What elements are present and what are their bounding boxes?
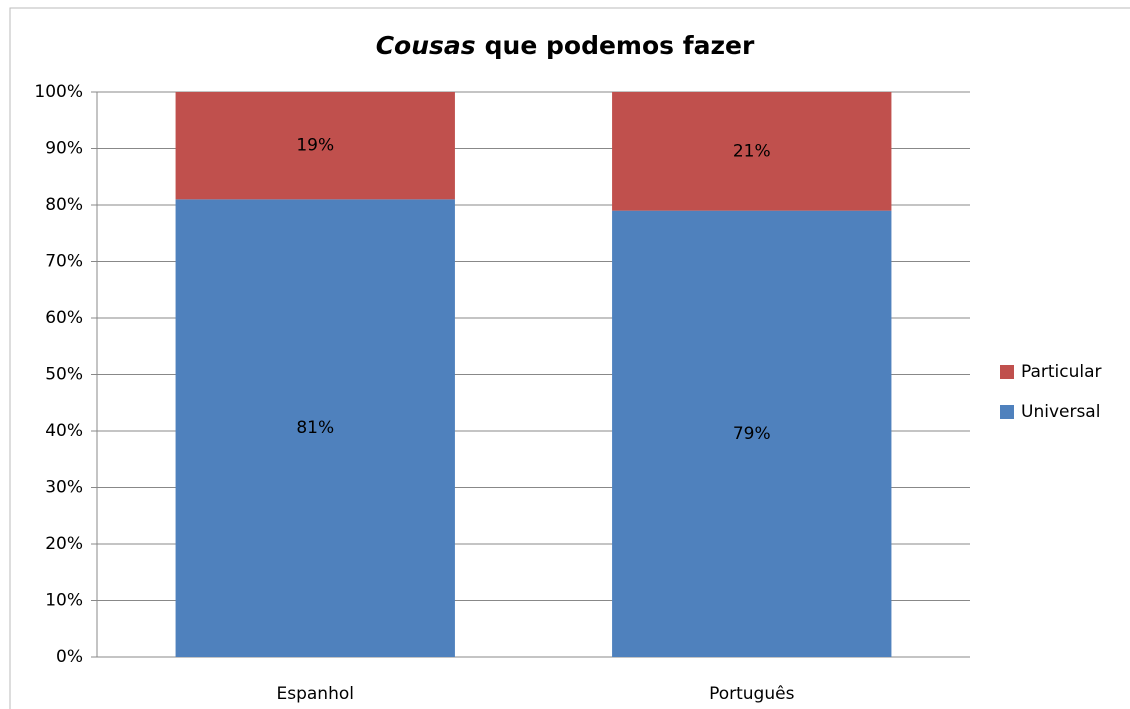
title-rest: que podemos fazer	[485, 31, 755, 60]
bar-segment	[175, 92, 455, 200]
x-tick-label: Espanhol	[277, 684, 354, 704]
y-tick-label: 80%	[45, 195, 83, 215]
x-tick-label: Português	[709, 684, 795, 704]
data-label: 21%	[733, 141, 771, 161]
y-tick-label: 30%	[45, 478, 83, 498]
data-label: 79%	[733, 424, 771, 444]
data-label: 81%	[296, 418, 334, 438]
y-tick-label: 90%	[45, 139, 83, 159]
y-tick-label: 100%	[34, 82, 83, 102]
legend-label: Universal	[1021, 402, 1100, 422]
legend-swatch	[1000, 405, 1014, 419]
y-tick-label: 10%	[45, 591, 83, 611]
y-tick-label: 70%	[45, 252, 83, 272]
y-tick-label: 40%	[45, 421, 83, 441]
bar-segment	[175, 199, 455, 657]
y-tick-label: 20%	[45, 534, 83, 554]
legend-label: Particular	[1021, 362, 1102, 382]
bar-segment	[612, 210, 892, 657]
y-tick-label: 50%	[45, 365, 83, 385]
data-label: 19%	[296, 136, 334, 156]
legend-swatch	[1000, 365, 1014, 379]
y-tick-label: 0%	[56, 647, 83, 667]
y-tick-label: 60%	[45, 308, 83, 328]
title-italic: Cousas	[376, 31, 476, 60]
chart-title: Cousas que podemos fazer	[376, 31, 755, 60]
bar-segment	[612, 92, 892, 211]
